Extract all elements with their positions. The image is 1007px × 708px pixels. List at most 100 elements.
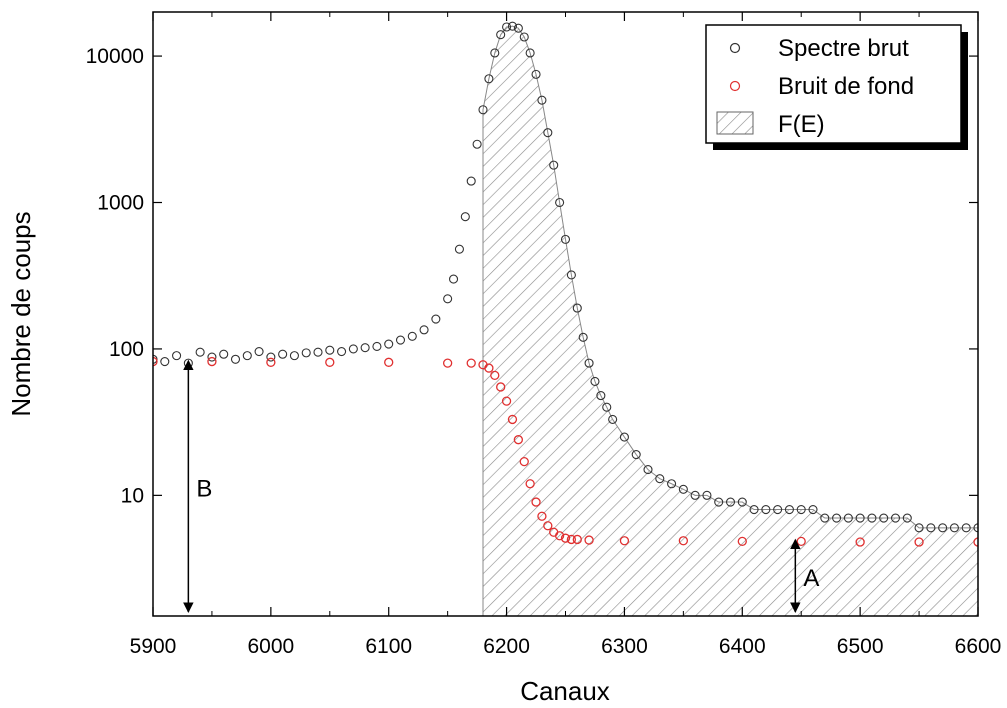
spectre-brut-point — [843, 513, 853, 523]
bruit-de-fond-point — [384, 357, 394, 367]
spectre-brut-point — [207, 352, 217, 362]
spectre-brut-point — [195, 347, 205, 357]
spectre-brut-point — [160, 356, 170, 367]
spectre-brut-point — [761, 504, 771, 515]
bruit-de-fond-point — [914, 537, 924, 547]
spectre-brut-point — [714, 497, 724, 507]
spectre-brut-point — [496, 30, 506, 40]
spectre-brut-point — [949, 523, 959, 533]
spectre-brut-point — [513, 23, 523, 33]
y-axis: 10 100 1000 10000 — [86, 45, 978, 507]
spectre-brut-point — [472, 139, 482, 149]
bruit-de-fond-point — [496, 382, 506, 392]
spectre-brut-point — [337, 346, 347, 357]
legend-label-bruit-de-fond: Bruit de fond — [778, 73, 914, 100]
spectre-brut-point — [643, 465, 653, 475]
bruit-de-fond-point — [554, 531, 565, 541]
spectre-brut-point — [537, 95, 547, 105]
spectre-brut-point — [348, 344, 358, 354]
spectre-brut-point — [938, 523, 948, 533]
bruit-de-fond-point — [519, 456, 529, 467]
x-tick-label: 6100 — [365, 635, 412, 658]
bruit-de-fond-point — [566, 534, 577, 545]
spectre-brut-point — [254, 346, 264, 357]
bruit-de-fond-point — [507, 414, 518, 425]
bruit-de-fond-point — [153, 356, 158, 367]
bruit-de-fond-point — [490, 370, 500, 381]
x-tick-label: 6200 — [483, 635, 530, 658]
y-tick-label: 100 — [109, 338, 144, 361]
spectre-brut-point — [478, 105, 488, 115]
spectre-brut-point — [725, 497, 736, 507]
spectre-brut-point — [737, 497, 747, 507]
legend: Spectre brut Bruit de fond F(E) — [705, 24, 968, 150]
legend-marker-spectre-brut — [729, 42, 741, 54]
bruit-de-fond-point — [973, 537, 978, 547]
spectre-brut-point — [602, 402, 612, 412]
spectre-brut-point — [230, 354, 241, 364]
bruit-de-fond-point — [619, 536, 630, 546]
bruit-de-fond-point — [525, 479, 535, 489]
spectre-brut-point — [278, 349, 288, 359]
spectre-brut-point — [219, 349, 229, 359]
spectre-brut-point — [832, 513, 842, 523]
spectre-brut-point — [867, 513, 877, 523]
spectre-brut-point — [808, 504, 818, 515]
spectre-brut-point — [619, 432, 629, 442]
annotation-label-b: B — [196, 476, 212, 503]
spectre-brut-point — [407, 331, 417, 341]
legend-label-fe: F(E) — [778, 111, 825, 138]
spectre-brut-point — [384, 339, 394, 349]
spectre-brut-point — [549, 160, 559, 170]
bruit-de-fond-point — [678, 536, 689, 546]
legend-marker-bruit-de-fond — [729, 80, 741, 92]
bruit-de-fond-point — [484, 363, 494, 373]
spectre-brut-point — [266, 352, 276, 362]
spectre-brut-point — [566, 270, 576, 280]
y-tick-label: 10 — [121, 484, 144, 507]
spectre-brut-point — [678, 484, 688, 494]
spectre-brut-point — [773, 504, 783, 515]
x-tick-label: 6300 — [601, 635, 648, 658]
bruit-de-fond-point — [737, 536, 747, 547]
bruit-de-fond-point — [207, 356, 217, 367]
spectre-brut-point — [490, 48, 500, 58]
x-tick-label: 6400 — [719, 635, 766, 658]
spectre-brut-point — [301, 348, 311, 358]
bruit-de-fond-point — [266, 357, 276, 367]
spectre-brut-point — [902, 513, 912, 523]
spectre-brut-point — [372, 341, 382, 351]
spectre-brut-point — [555, 197, 565, 208]
x-tick-label: 6500 — [837, 635, 884, 658]
x-axis: 5900 6000 6100 6200 6300 6400 6500 6600 — [130, 12, 1002, 658]
bruit-de-fond-point — [501, 396, 512, 406]
legend-swatch-fe — [716, 111, 754, 135]
bruit-de-fond-point — [584, 535, 594, 545]
spectre-brut-point — [525, 48, 535, 58]
spectre-brut-point — [631, 449, 641, 460]
bruit-de-fond-point — [543, 521, 553, 531]
x-tick-label: 6000 — [247, 635, 294, 658]
series-spectre-brut — [153, 21, 978, 533]
spectre-brut-point — [961, 523, 971, 533]
spectre-brut-point — [855, 513, 865, 523]
spectre-brut-point — [890, 513, 901, 523]
spectre-brut-point — [460, 212, 470, 222]
spectre-brut-point — [578, 332, 588, 342]
bruit-de-fond-point — [560, 533, 571, 543]
annotations: BA — [183, 359, 819, 613]
bruit-de-fond-point — [855, 537, 865, 547]
annotation-label-a: A — [803, 565, 819, 592]
x-tick-label: 6600 — [955, 635, 1002, 658]
spectre-brut-point — [242, 351, 252, 361]
spectre-brut-point — [484, 74, 494, 84]
y-tick-label: 10000 — [86, 45, 144, 68]
spectre-brut-point — [395, 335, 406, 345]
y-tick-label: 1000 — [97, 192, 144, 215]
series-bruit-de-fond — [153, 356, 978, 547]
y-axis-label: Nombre de coups — [6, 211, 36, 416]
spectre-brut-point — [596, 391, 606, 401]
spectre-brut-point — [584, 358, 594, 368]
spectre-brut-point — [590, 376, 600, 386]
